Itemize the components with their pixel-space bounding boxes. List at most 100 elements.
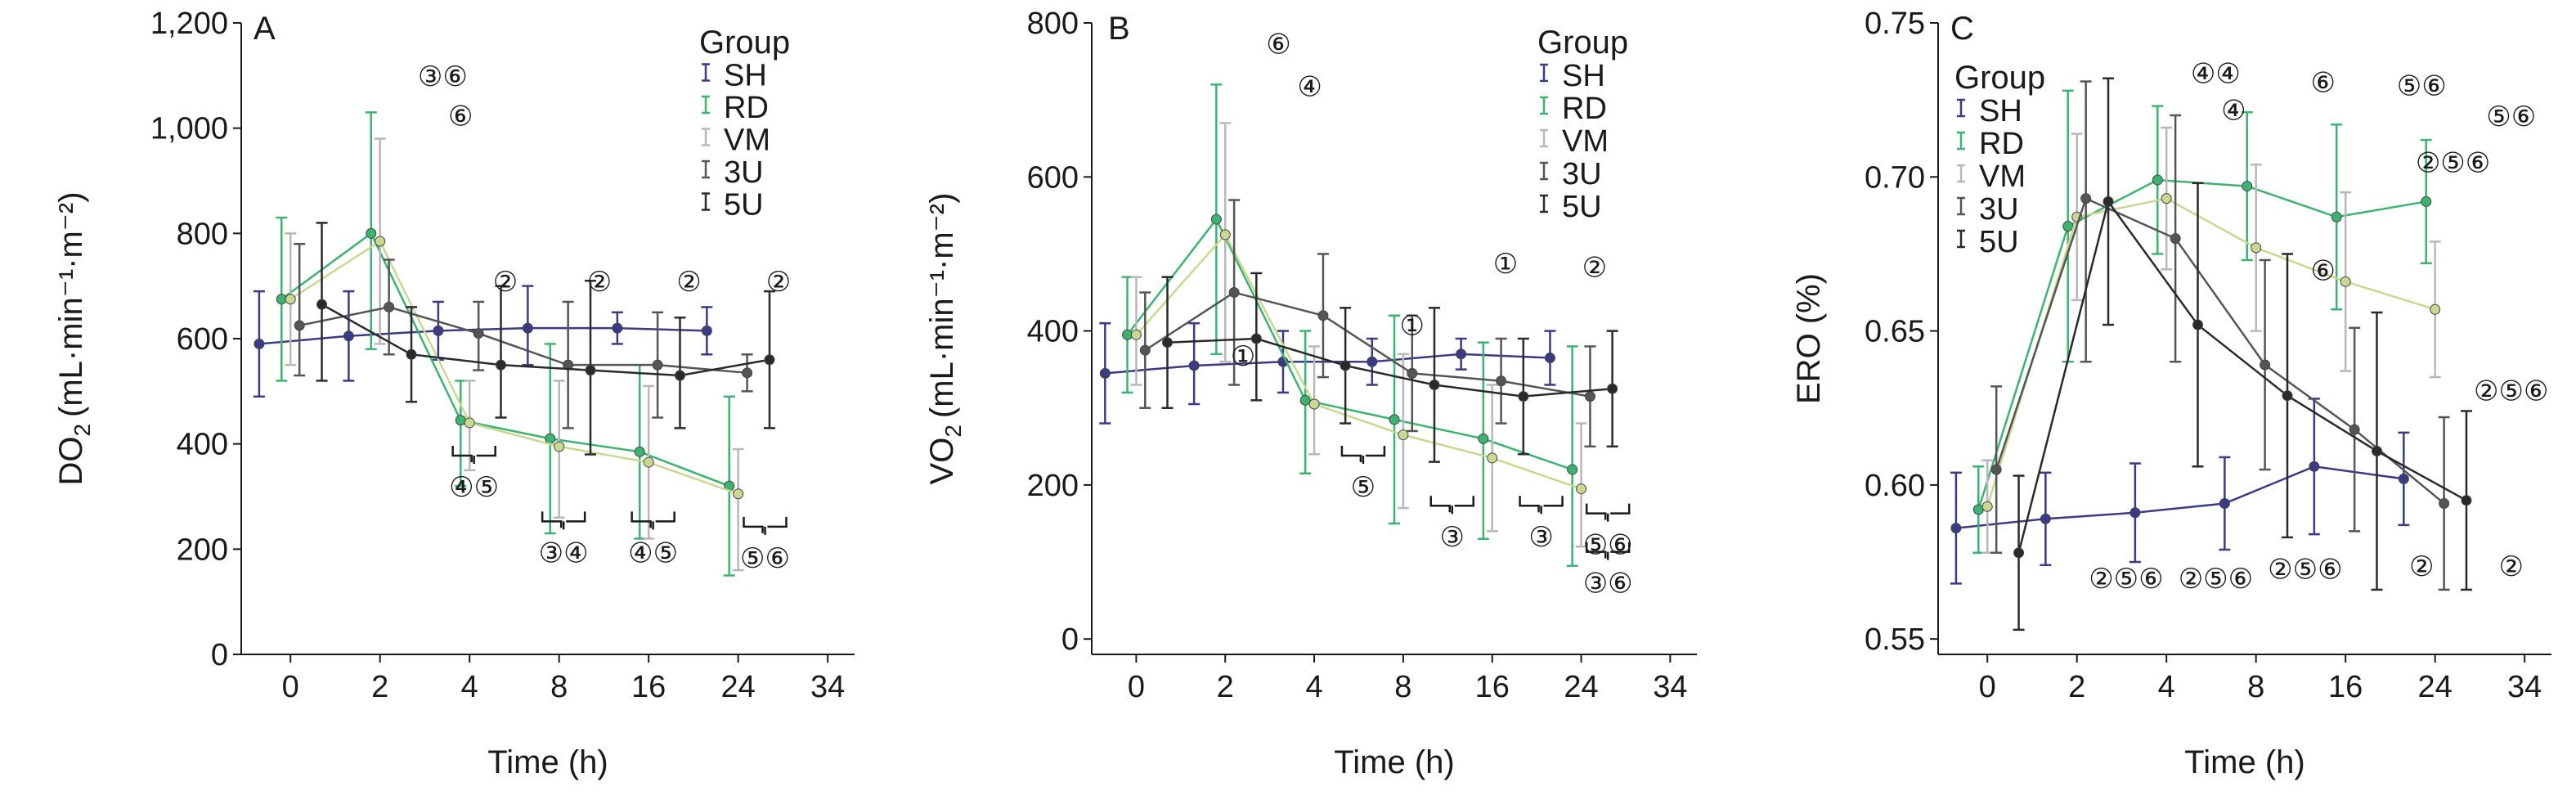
significance-label: ⑥ [2311, 68, 2336, 99]
bracket [1519, 496, 1564, 515]
x-tick-label: 16 [1475, 670, 1510, 704]
panel-letter: A [254, 11, 276, 47]
bracket [1585, 542, 1631, 560]
data-point-3u [1317, 310, 1329, 321]
data-point-rd [366, 227, 377, 239]
data-point-3u [2080, 193, 2092, 204]
data-point-vm [464, 417, 475, 429]
significance-label: ② [2498, 551, 2523, 582]
legend-item-5u: 5U [1562, 190, 1602, 224]
data-point-5u [2013, 547, 2025, 559]
y-axis-title-main: VO [924, 438, 960, 485]
y-axis-title: DO2 (mL·min⁻¹·m⁻²) [53, 191, 95, 485]
x-tick-label: 24 [721, 670, 756, 704]
legend-item-3u: 3U [724, 155, 764, 190]
x-tick-label: 34 [810, 670, 845, 704]
data-point-3u [473, 328, 484, 339]
series-line-3u [298, 306, 747, 375]
data-point-3u [384, 301, 395, 312]
data-point-vm [1219, 229, 1231, 240]
significance-label: ② [676, 267, 701, 298]
x-tick-label: 8 [2247, 670, 2264, 704]
significance-label: ① [1231, 341, 1255, 372]
series-line-5u [1167, 337, 1613, 398]
bracket-label: ③④ [539, 537, 589, 569]
series-line-3u [1995, 196, 2445, 505]
data-point-sh [433, 325, 444, 336]
data-point-rd [2242, 181, 2253, 192]
significance-label: ② [1582, 253, 1607, 284]
x-axis-title: Time (h) [1334, 744, 1454, 780]
significance-label: ① [1493, 249, 1518, 280]
bracket-label: ⑤⑥ [740, 543, 790, 574]
data-point-rd [1299, 394, 1311, 406]
legend-item-vm: VM [1979, 160, 2026, 194]
bracket [541, 511, 586, 530]
data-point-5u [1429, 379, 1440, 390]
significance-label: ⑤⑥ [2397, 70, 2447, 101]
data-point-vm [643, 456, 654, 468]
y-tick-label: 400 [177, 428, 228, 462]
data-point-vm [1130, 329, 1142, 340]
data-point-3u [1990, 464, 2002, 475]
y-tick-label: 800 [1027, 7, 1079, 41]
data-point-5u [585, 365, 596, 376]
y-axis-title-subscript: 2 [70, 424, 95, 437]
data-point-sh [2129, 507, 2141, 519]
data-point-rd [634, 446, 645, 457]
data-point-vm [375, 236, 386, 247]
significance-label: ⑥ [2311, 255, 2336, 286]
data-point-3u [2439, 497, 2450, 509]
x-tick-label: 16 [631, 670, 666, 704]
legend-item-sh: SH [1979, 94, 2022, 128]
data-point-vm [733, 488, 744, 500]
data-point-sh [2309, 461, 2320, 472]
x-axis-title: Time (h) [2184, 744, 2304, 780]
data-point-vm [1981, 501, 1993, 512]
bracket-label: ③ [1528, 522, 1553, 553]
y-tick-label: 0 [1061, 622, 1079, 657]
panel-letter: C [1950, 11, 1974, 47]
significance-label: ① [1400, 310, 1425, 341]
legend-item-rd: RD [1979, 127, 2024, 161]
bracket-label: ④⑤ [628, 537, 678, 569]
x-tick-label: 4 [461, 670, 478, 704]
data-point-rd [2421, 196, 2432, 207]
x-tick-label: 0 [1979, 670, 1996, 704]
data-point-5u [1518, 391, 1529, 402]
data-point-5u [2371, 445, 2382, 456]
series-line-sh [1105, 353, 1551, 375]
data-point-5u [1340, 360, 1351, 371]
data-point-vm [1487, 452, 1498, 464]
significance-label: ② [493, 267, 518, 298]
data-point-vm [1308, 398, 1320, 410]
data-point-sh [522, 322, 533, 334]
y-axis-title: ERO (%) [1791, 273, 1827, 404]
data-point-3u [652, 359, 663, 371]
data-point-vm [285, 294, 296, 305]
x-tick-label: 0 [282, 670, 299, 704]
data-point-sh [1544, 353, 1555, 364]
x-tick-label: 34 [1653, 670, 1687, 704]
significance-label: ④④ [2191, 58, 2241, 89]
data-point-vm [1576, 483, 1587, 495]
series-line-3u [1144, 291, 1591, 398]
x-tick-label: 4 [1305, 670, 1322, 704]
x-axis-title: Time (h) [487, 744, 608, 780]
data-point-3u [742, 367, 753, 379]
data-point-rd [1122, 329, 1133, 340]
legend-item-sh: SH [1562, 59, 1605, 93]
data-point-vm [2340, 276, 2351, 287]
bracket-label: ⑤ [1351, 472, 1376, 503]
data-point-rd [276, 294, 287, 305]
data-point-5u [2192, 319, 2204, 330]
legend-item-sh: SH [724, 59, 767, 93]
y-tick-label: 0.60 [1865, 469, 1925, 503]
significance-label: ②⑤⑥ [2416, 148, 2490, 179]
data-point-5u [674, 370, 685, 381]
data-point-sh [254, 338, 265, 349]
data-point-vm [2251, 242, 2262, 254]
data-point-3u [1407, 367, 1418, 379]
data-point-sh [1367, 356, 1378, 367]
